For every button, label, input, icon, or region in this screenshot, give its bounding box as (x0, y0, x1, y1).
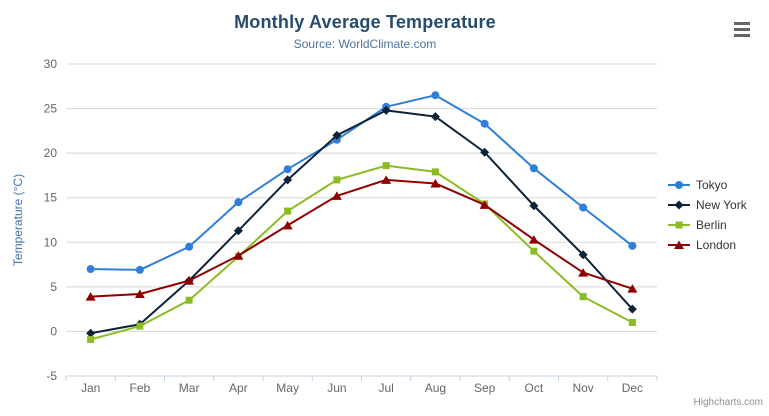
legend-marker-icon (668, 181, 690, 189)
x-axis-tick-label: Jun (327, 381, 346, 395)
series-line-berlin[interactable] (90, 164, 633, 341)
data-point-tokyo-mar[interactable] (185, 242, 194, 251)
x-axis-tick-label: Feb (130, 381, 151, 395)
data-point-berlin-feb[interactable] (136, 322, 144, 330)
export-menu-button[interactable] (734, 22, 751, 37)
chart-subtitle: Source: WorldClimate.com (293, 37, 437, 51)
data-point-london-may[interactable] (282, 220, 293, 230)
x-axis-tick-label: Sep (474, 381, 496, 395)
data-point-london-mar[interactable] (184, 276, 195, 285)
data-point-london-jul[interactable] (381, 175, 392, 184)
data-point-tokyo-jan[interactable] (86, 265, 95, 274)
hamburger-menu-icon (734, 34, 750, 37)
legend-item-berlin[interactable]: Berlin (668, 215, 747, 235)
legend-marker-icon (668, 200, 690, 210)
x-axis-tick-label: Jul (378, 381, 393, 395)
data-point-tokyo-apr[interactable] (234, 198, 243, 207)
legend-item-new-york[interactable]: New York (668, 195, 747, 215)
data-point-london-oct[interactable] (528, 235, 539, 244)
data-point-tokyo-oct[interactable] (529, 164, 538, 173)
data-point-berlin-jan[interactable] (87, 335, 95, 343)
data-point-new-york-apr[interactable] (233, 226, 243, 236)
series-new-york[interactable] (86, 105, 637, 338)
legend-marker-square-icon[interactable] (675, 221, 683, 229)
y-axis-tick-label: 15 (44, 191, 58, 205)
x-axis-tick-label: May (276, 381, 299, 395)
data-point-london-aug[interactable] (430, 178, 441, 188)
data-point-berlin-nov[interactable] (579, 293, 587, 301)
y-axis-tick-label: 5 (50, 280, 57, 294)
chart-title: Monthly Average Temperature (234, 12, 496, 32)
series-line-london[interactable] (90, 178, 633, 298)
y-axis-tick-label: 25 (44, 102, 58, 116)
data-point-london-jun[interactable] (331, 191, 342, 200)
y-axis-tick-label: -5 (46, 369, 57, 383)
legend-marker-icon (668, 221, 690, 229)
credits-link[interactable]: Highcharts.com (693, 397, 763, 408)
y-axis-tick-label: 20 (44, 146, 58, 160)
data-point-berlin-dec[interactable] (628, 319, 636, 327)
x-axis-tick-label: Oct (525, 381, 544, 395)
x-axis-tick-label: Jan (81, 381, 100, 395)
legend-label: London (696, 238, 737, 252)
y-axis-tick-label: 10 (44, 235, 58, 249)
data-point-london-dec[interactable] (627, 284, 638, 293)
x-axis-tick-label: Mar (179, 381, 200, 395)
y-axis-tick-label: 0 (50, 324, 57, 338)
hamburger-menu-icon (734, 28, 750, 31)
legend-label: Tokyo (696, 178, 728, 192)
series-tokyo[interactable] (86, 91, 637, 274)
data-point-berlin-jun[interactable] (333, 176, 341, 184)
data-point-tokyo-nov[interactable] (579, 203, 588, 212)
legend-marker-circle-icon[interactable] (675, 181, 683, 189)
data-point-tokyo-aug[interactable] (431, 91, 440, 100)
data-point-tokyo-feb[interactable] (135, 265, 144, 274)
x-axis-tick-label: Apr (229, 381, 248, 395)
legend-label: New York (696, 198, 747, 212)
data-point-tokyo-sep[interactable] (480, 119, 489, 128)
series-london[interactable] (85, 175, 638, 301)
data-point-new-york-nov[interactable] (578, 250, 588, 260)
legend-item-tokyo[interactable]: Tokyo (668, 175, 747, 195)
data-point-new-york-oct[interactable] (529, 201, 539, 211)
data-point-tokyo-may[interactable] (283, 165, 292, 174)
y-axis-title: Temperature (°C) (11, 173, 25, 267)
data-point-berlin-oct[interactable] (530, 247, 538, 255)
data-point-berlin-may[interactable] (284, 207, 292, 215)
legend-marker-triangle-icon[interactable] (674, 240, 684, 250)
legend-marker-diamond-icon[interactable] (674, 200, 684, 210)
data-point-london-sep[interactable] (479, 200, 490, 209)
data-point-new-york-jul[interactable] (381, 105, 391, 115)
x-axis-tick-label: Nov (572, 381, 593, 395)
data-point-london-jan[interactable] (85, 292, 96, 301)
data-point-new-york-sep[interactable] (480, 147, 490, 157)
x-axis-tick-label: Dec (622, 381, 643, 395)
data-point-new-york-jun[interactable] (332, 130, 342, 140)
y-axis-tick-label: 30 (44, 57, 58, 71)
data-point-london-apr[interactable] (233, 251, 244, 260)
data-point-new-york-may[interactable] (283, 175, 293, 185)
data-point-new-york-dec[interactable] (627, 304, 637, 314)
data-point-london-feb[interactable] (134, 289, 145, 298)
data-point-berlin-jul[interactable] (382, 162, 390, 170)
legend-marker-icon (668, 240, 690, 250)
data-point-berlin-mar[interactable] (185, 296, 193, 304)
data-point-london-nov[interactable] (578, 268, 589, 277)
data-point-berlin-aug[interactable] (431, 168, 439, 176)
x-axis-tick-label: Aug (425, 381, 446, 395)
legend-item-london[interactable]: London (668, 235, 747, 255)
data-point-new-york-aug[interactable] (430, 112, 440, 122)
data-point-tokyo-dec[interactable] (628, 241, 637, 250)
series-line-new-york[interactable] (90, 109, 634, 335)
legend: Tokyo New York Berlin London (668, 175, 747, 255)
legend-label: Berlin (696, 218, 727, 232)
hamburger-menu-icon (734, 22, 750, 25)
series-line-tokyo[interactable] (90, 94, 633, 271)
data-point-new-york-jan[interactable] (86, 328, 96, 338)
